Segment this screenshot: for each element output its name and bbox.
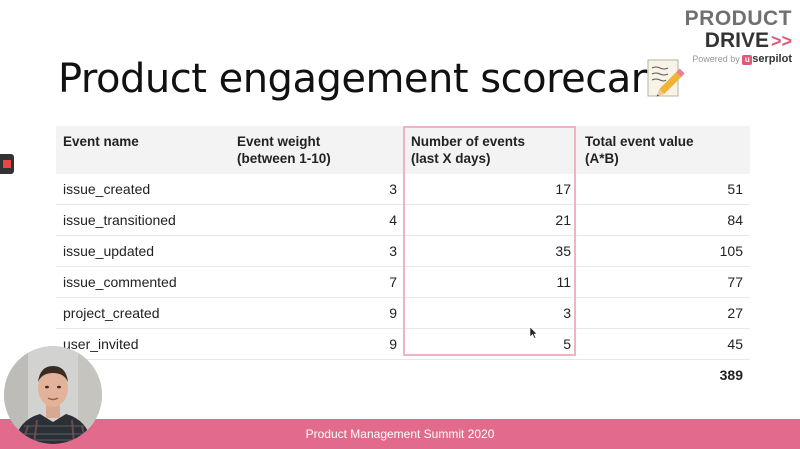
event-count-cell: 3 bbox=[404, 297, 578, 329]
event-name-cell: issue_transitioned bbox=[56, 204, 230, 236]
event-value-cell: 77 bbox=[578, 266, 750, 298]
event-name-cell: issue_updated bbox=[56, 235, 230, 267]
chevron-right-icon: >> bbox=[770, 31, 792, 51]
event-weight-cell: 7 bbox=[230, 266, 404, 298]
speaker-avatar bbox=[4, 346, 102, 444]
header-event-weight: Event weight (between 1-10) bbox=[230, 126, 404, 174]
table-row: issue_transitioned 4 21 84 bbox=[56, 204, 750, 236]
event-count-cell: 35 bbox=[404, 235, 578, 267]
event-weight-cell: 9 bbox=[230, 297, 404, 329]
brand-line1: PRODUCT bbox=[684, 7, 792, 30]
event-name-cell: project_created bbox=[56, 297, 230, 329]
recording-indicator-icon[interactable] bbox=[0, 154, 14, 174]
total-row: 389 bbox=[56, 360, 750, 391]
event-count-cell: 17 bbox=[404, 174, 578, 205]
event-count-cell: 11 bbox=[404, 266, 578, 298]
table-row: issue_commented 7 11 77 bbox=[56, 266, 750, 298]
event-weight-cell: 3 bbox=[230, 174, 404, 205]
brand-logo: PRODUCT DRIVE >> Powered by u serpilot bbox=[680, 8, 792, 65]
table-row: project_created 9 3 27 bbox=[56, 297, 750, 329]
event-name-cell: user_invited bbox=[56, 328, 230, 360]
event-name-cell: issue_commented bbox=[56, 266, 230, 298]
event-weight-cell: 9 bbox=[230, 328, 404, 360]
event-value-cell: 51 bbox=[578, 174, 750, 205]
table-header-row: Event name Event weight (between 1-10) Nu… bbox=[56, 126, 750, 174]
scorecard-table: Event name Event weight (between 1-10) Nu… bbox=[56, 126, 750, 390]
powered-by: Powered by u serpilot bbox=[680, 53, 792, 65]
grand-total-cell: 389 bbox=[719, 367, 743, 383]
table-row: user_invited 9 5 45 bbox=[56, 328, 750, 360]
header-event-name: Event name bbox=[56, 126, 230, 174]
footer-text: Product Management Summit 2020 bbox=[305, 427, 495, 441]
brand-line2-text: DRIVE bbox=[704, 29, 769, 52]
memo-pencil-icon bbox=[647, 59, 685, 97]
footer-bar: Product Management Summit 2020 bbox=[0, 419, 800, 449]
speaker-webcam bbox=[4, 346, 102, 444]
brand-line2: DRIVE >> bbox=[680, 30, 792, 52]
header-total-event-value: Total event value (A*B) bbox=[578, 126, 750, 174]
sponsor-logo-icon: u bbox=[742, 55, 753, 65]
sponsor-name: serpilot bbox=[752, 53, 792, 65]
table-row: issue_created 3 17 51 bbox=[56, 174, 750, 205]
event-value-cell: 84 bbox=[578, 204, 750, 236]
page-title: Product engagement scorecard bbox=[58, 56, 671, 102]
event-weight-cell: 3 bbox=[230, 235, 404, 267]
table-row: issue_updated 3 35 105 bbox=[56, 235, 750, 267]
event-value-cell: 27 bbox=[578, 297, 750, 329]
powered-by-label: Powered by bbox=[692, 54, 740, 64]
event-count-cell: 21 bbox=[404, 204, 578, 236]
mouse-cursor-icon bbox=[530, 327, 538, 339]
header-number-of-events: Number of events (last X days) bbox=[404, 126, 578, 174]
event-count-cell: 5 bbox=[404, 328, 578, 360]
event-name-cell: issue_created bbox=[56, 174, 230, 205]
event-value-cell: 45 bbox=[578, 328, 750, 360]
event-weight-cell: 4 bbox=[230, 204, 404, 236]
event-value-cell: 105 bbox=[578, 235, 750, 267]
